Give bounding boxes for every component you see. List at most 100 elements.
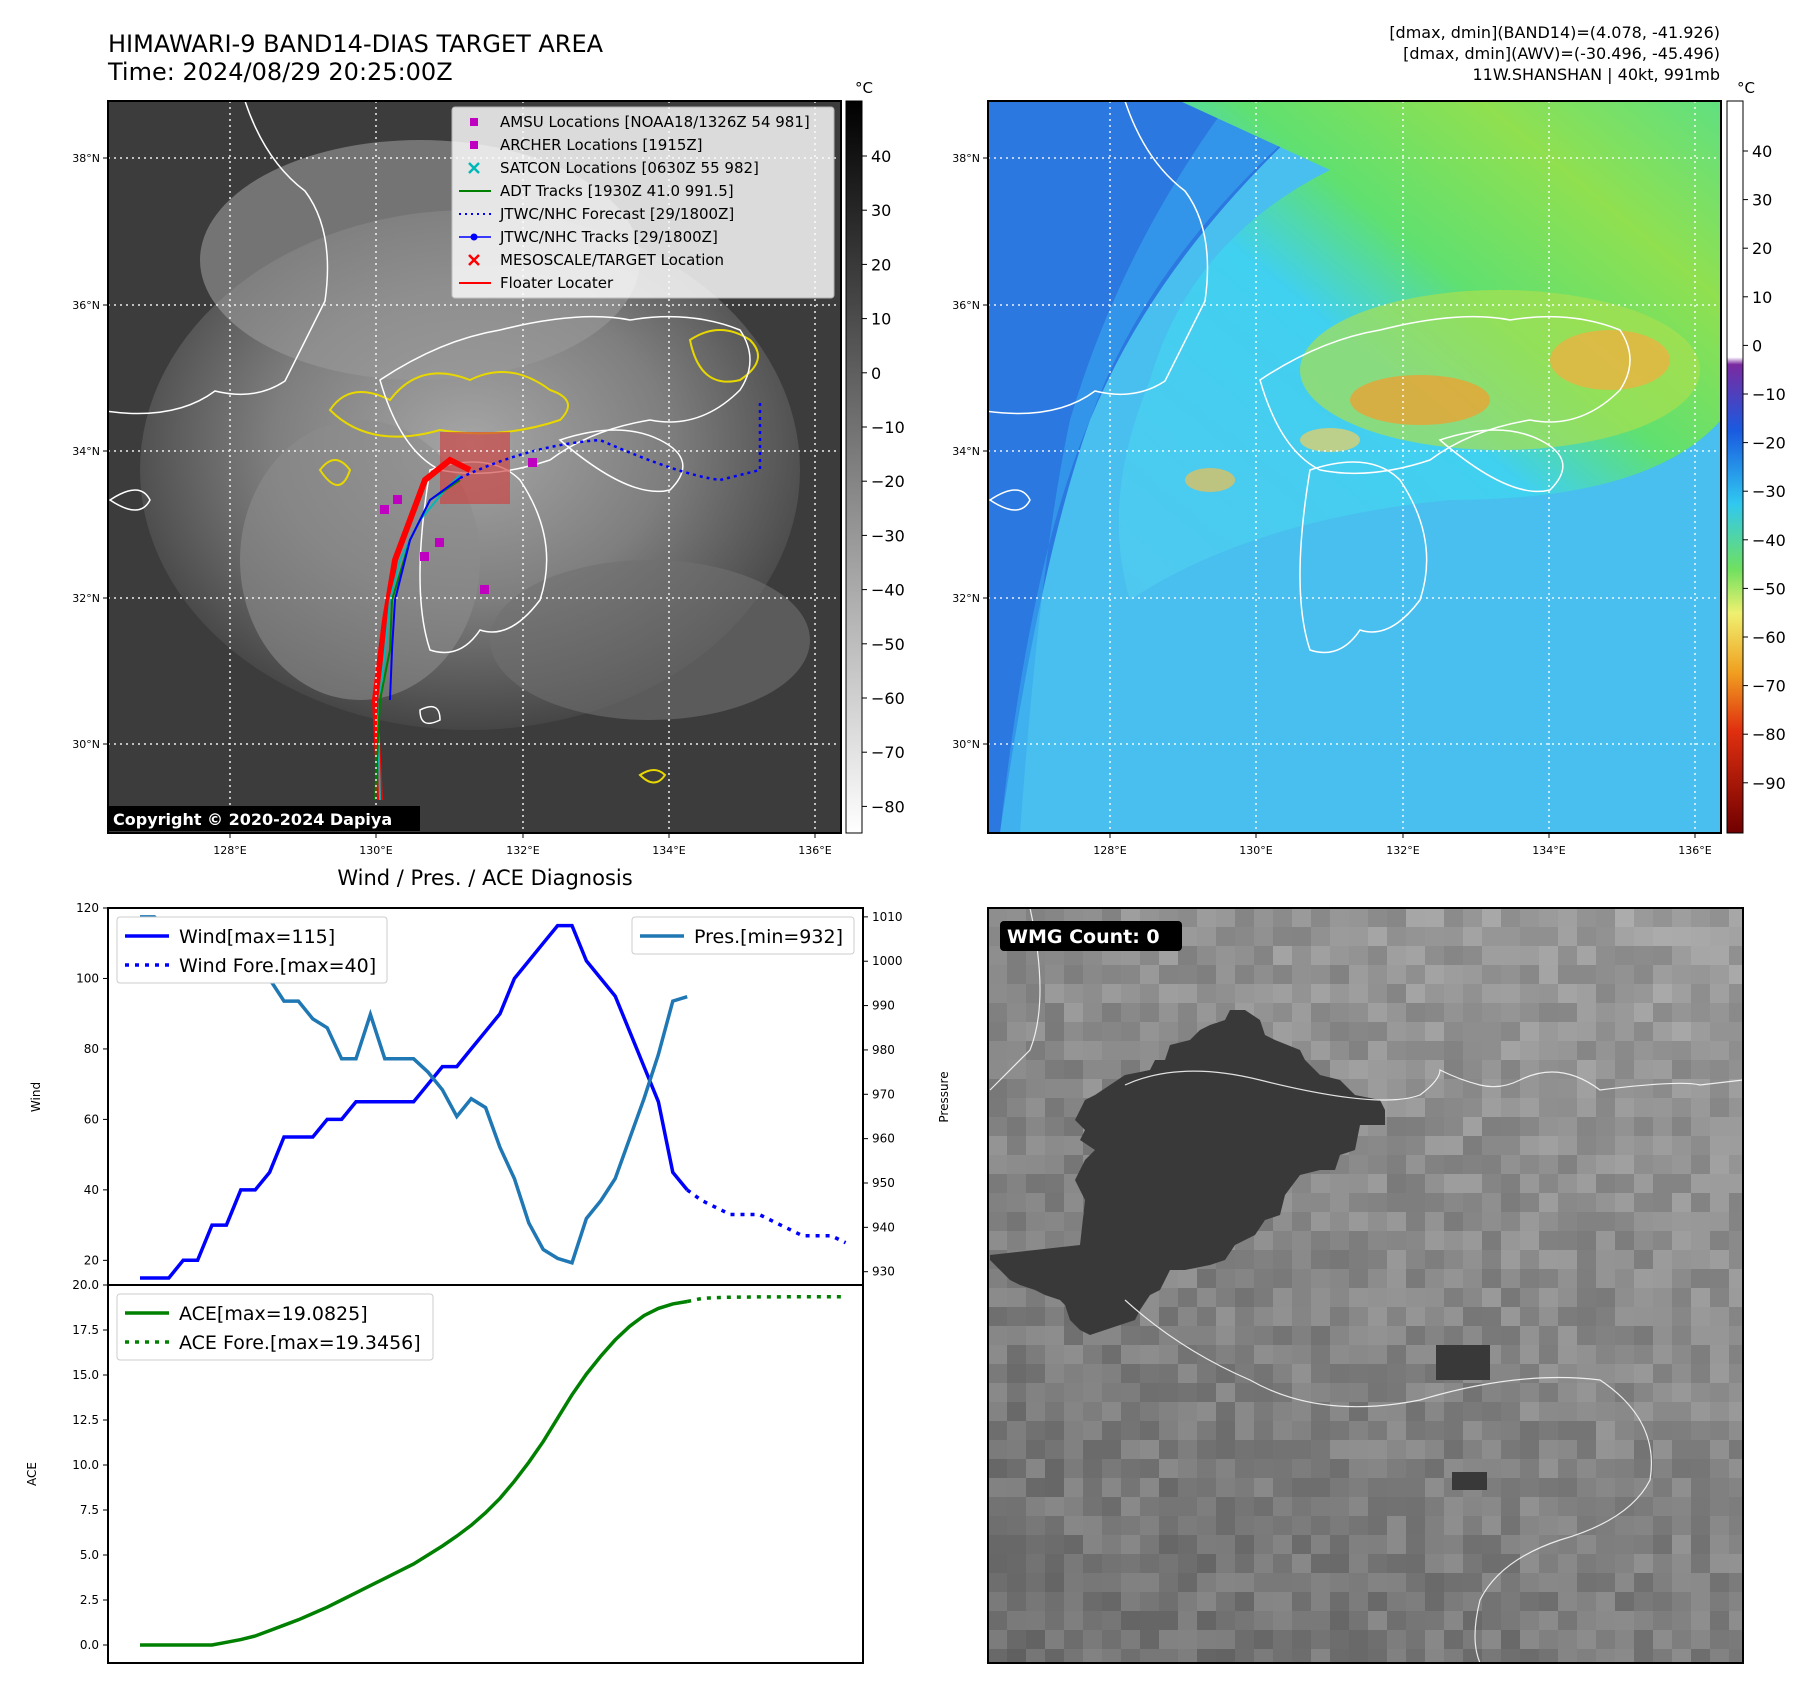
wind-pres-chart: 20 40 60 80 100 120 930 940 950 960 970 980 990 1000 1… <box>76 901 903 1280</box>
y-right-tick-label: 980 <box>872 1043 895 1057</box>
lat-tick-label: 36°N <box>72 299 100 312</box>
colorbar-tick-label: −30 <box>1752 482 1786 501</box>
y-tick-label: 80 <box>84 1042 99 1056</box>
colorbar-tick-label: 10 <box>1752 288 1772 307</box>
lon-tick-label: 132°E <box>1386 844 1419 857</box>
y-right-tick-label: 990 <box>872 999 895 1013</box>
series-line-0 <box>140 1299 688 1647</box>
info-band14: [dmax, dmin](BAND14)=(4.078, -41.926) <box>1389 23 1720 42</box>
colorbar-tick-label: 40 <box>1752 142 1772 161</box>
lat-tick-label: 34°N <box>72 445 100 458</box>
colorbar-tick-label: 20 <box>1752 239 1772 258</box>
colorbar-tick-label: −60 <box>871 689 905 708</box>
colorbar-tick-label: 30 <box>1752 191 1772 210</box>
wv-coastlines <box>988 101 1631 654</box>
colorbar-tick-label: −10 <box>871 418 905 437</box>
colorbar-tick-label: −20 <box>871 472 905 491</box>
wv-colorbar <box>1726 100 1744 834</box>
wv-lon-ticks: 128°E 130°E 132°E 134°E 136°E <box>1093 833 1712 857</box>
y-tick-label: 12.5 <box>72 1413 99 1427</box>
wmg-count-label: WMG Count: 0 <box>1007 926 1160 948</box>
chart-legend-entry: ACE[max=19.0825] <box>179 1303 368 1325</box>
ace-axis-label: ACE <box>25 1462 39 1486</box>
colorbar-tick-label: 0 <box>871 364 881 383</box>
colorbar-tick-label: 10 <box>871 310 891 329</box>
lon-tick-label: 130°E <box>1239 844 1272 857</box>
lon-tick-label: 128°E <box>1093 844 1126 857</box>
lon-tick-label: 132°E <box>506 844 539 857</box>
chart-legend-entry: ACE Fore.[max=19.3456] <box>179 1332 421 1354</box>
y-tick-label: 120 <box>76 901 99 915</box>
legend-entry: ARCHER Locations [1915Z] <box>500 136 703 154</box>
legend-entry: ADT Tracks [1930Z 41.0 991.5] <box>500 182 734 200</box>
lon-tick-label: 136°E <box>1678 844 1711 857</box>
legend-entry: SATCON Locations [0630Z 55 982] <box>500 159 759 177</box>
figure-title: HIMAWARI-9 BAND14-DIAS TARGET AREA <box>108 30 604 58</box>
colorbar-tick-label: −80 <box>1752 725 1786 744</box>
wv-colorbar-unit: °C <box>1737 79 1755 97</box>
lat-tick-label: 38°N <box>952 152 980 165</box>
lat-tick-label: 30°N <box>952 738 980 751</box>
lon-tick-label: 136°E <box>798 844 831 857</box>
wmg-panel <box>988 908 1743 1663</box>
y-tick-label: 0.0 <box>80 1638 99 1652</box>
y-right-tick-label: 930 <box>872 1265 895 1279</box>
lat-tick-label: 34°N <box>952 445 980 458</box>
y-right-tick-label: 1000 <box>872 954 903 968</box>
info-storm: 11W.SHANSHAN | 40kt, 991mb <box>1472 65 1720 84</box>
colorbar-tick-label: −10 <box>1752 385 1786 404</box>
wv-map-panel <box>988 101 1721 833</box>
lat-tick-label: 36°N <box>952 299 980 312</box>
lat-tick-label: 38°N <box>72 152 100 165</box>
info-awv: [dmax, dmin](AWV)=(-30.496, -45.496) <box>1403 44 1720 63</box>
colorbar-tick-label: 20 <box>871 255 891 274</box>
wv-lat-ticks: 38°N 36°N 34°N 32°N 30°N <box>952 152 988 751</box>
y-right-tick-label: 940 <box>872 1220 895 1234</box>
lat-tick-label: 30°N <box>72 738 100 751</box>
legend-entry: AMSU Locations [NOAA18/1326Z 54 981] <box>500 113 810 131</box>
colorbar-tick-label: −50 <box>871 635 905 654</box>
y-tick-label: 5.0 <box>80 1548 99 1562</box>
chart-legend-entry: Wind Fore.[max=40] <box>179 955 376 977</box>
y-tick-label: 60 <box>84 1112 99 1126</box>
colorbar-tick-label: 0 <box>1752 336 1762 355</box>
legend-entry: JTWC/NHC Tracks [29/1800Z] <box>499 228 718 246</box>
ir-lat-ticks: 38°N 36°N 34°N 32°N 30°N <box>72 152 108 751</box>
diagnosis-title: Wind / Pres. / ACE Diagnosis <box>337 866 632 890</box>
y-right-tick-label: 970 <box>872 1087 895 1101</box>
wind-axis-label: Wind <box>29 1082 43 1112</box>
colorbar-tick-label: −90 <box>1752 774 1786 793</box>
ir-colorbar-ticks: 40 30 20 10 0 −10 −20 −30 −40 −50 −60 −70 −80 <box>862 147 905 816</box>
figure-time: Time: 2024/08/29 20:25:00Z <box>107 58 453 86</box>
colorbar-tick-label: 30 <box>871 201 891 220</box>
y-tick-label: 17.5 <box>72 1323 99 1337</box>
chart-legend-entry: Wind[max=115] <box>179 926 335 948</box>
colorbar-tick-label: −20 <box>1752 434 1786 453</box>
series-line-1 <box>686 1188 847 1245</box>
lat-tick-label: 32°N <box>72 592 100 605</box>
lat-tick-label: 32°N <box>952 592 980 605</box>
ir-legend: AMSU Locations [NOAA18/1326Z 54 981] ARCH… <box>451 106 835 299</box>
y-tick-label: 7.5 <box>80 1503 99 1517</box>
ace-chart: 0.0 2.5 5.0 7.5 10.0 12.5 15.0 17.5 20.0 ACE[max=… <box>72 1278 846 1652</box>
legend-entry: JTWC/NHC Forecast [29/1800Z] <box>499 205 734 223</box>
colorbar-tick-label: −30 <box>871 526 905 545</box>
colorbar-tick-label: −60 <box>1752 628 1786 647</box>
lon-tick-label: 128°E <box>213 844 246 857</box>
copyright-label: Copyright © 2020-2024 Dapiya <box>113 810 392 829</box>
colorbar-tick-label: −40 <box>871 581 905 600</box>
legend-entry: MESOSCALE/TARGET Location <box>500 251 724 269</box>
y-tick-label: 100 <box>76 971 99 985</box>
ir-colorbar <box>845 100 863 834</box>
series-line-0 <box>140 923 689 1280</box>
colorbar-tick-label: −40 <box>1752 531 1786 550</box>
colorbar-tick-label: −70 <box>1752 677 1786 696</box>
ir-lon-ticks: 128°E 130°E 132°E 134°E 136°E <box>213 833 832 857</box>
lon-tick-label: 134°E <box>1532 844 1565 857</box>
y-right-tick-label: 960 <box>872 1132 895 1146</box>
wv-colorbar-ticks: 40 30 20 10 0 −10 −20 −30 −40 −50 −60 −70 −80 −90 <box>1743 142 1786 793</box>
colorbar-tick-label: −50 <box>1752 579 1786 598</box>
ir-colorbar-unit: °C <box>855 79 873 97</box>
colorbar-tick-label: −80 <box>871 797 905 816</box>
y-right-tick-label: 1010 <box>872 910 903 924</box>
